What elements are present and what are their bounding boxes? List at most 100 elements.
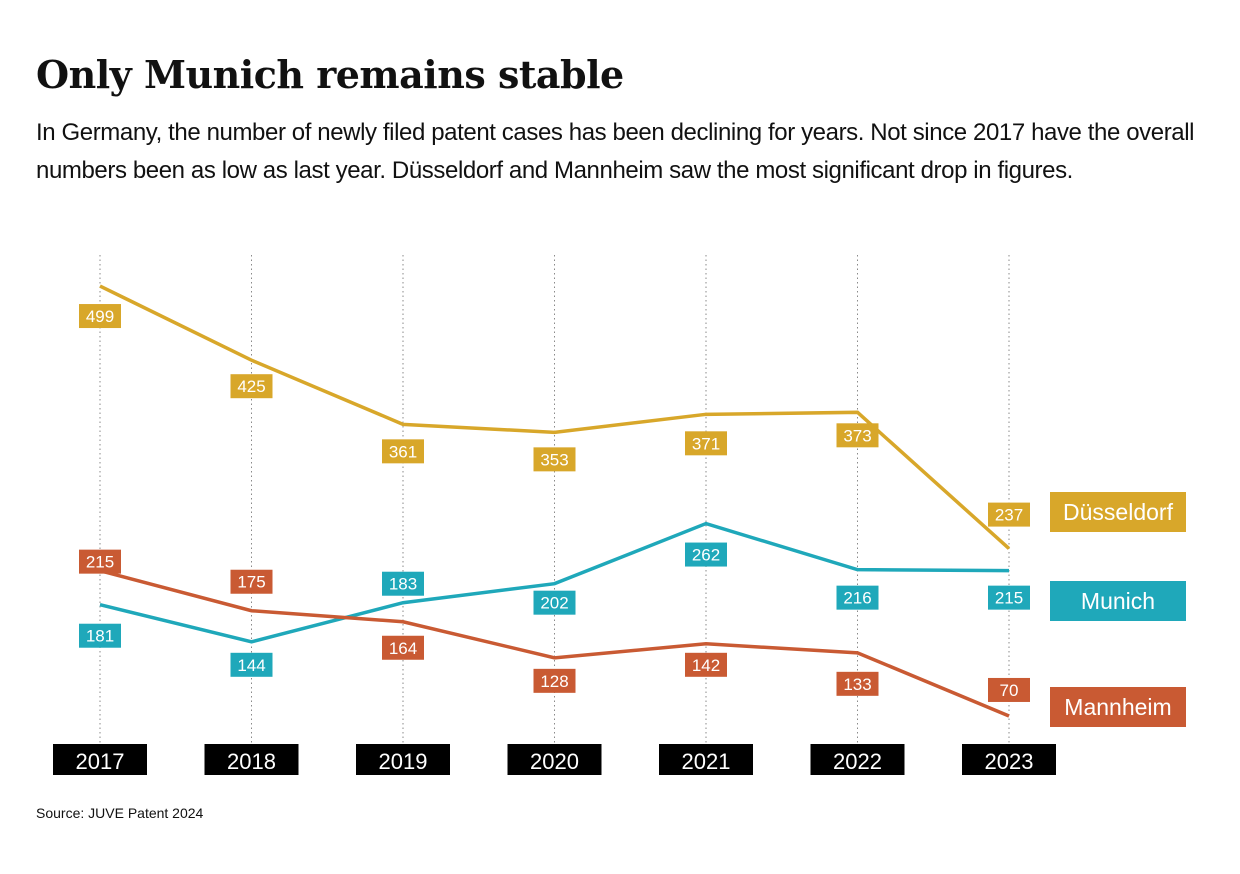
- x-tick-2021: 2021: [659, 744, 753, 775]
- data-label-box: [79, 623, 121, 648]
- data-label-box: [382, 571, 424, 596]
- legend-item-mannheim: Mannheim: [1050, 687, 1186, 727]
- x-tick-box: [204, 744, 299, 775]
- data-label-text: 215: [995, 589, 1023, 608]
- x-tick-label: 2021: [682, 749, 731, 774]
- data-label-dusseldorf-2018: 425: [230, 374, 273, 399]
- data-label-text: 144: [237, 656, 265, 675]
- data-label-text: 128: [540, 672, 568, 691]
- data-label-box: [382, 635, 424, 660]
- data-label-mannheim-2022: 133: [836, 671, 879, 696]
- data-label-box: [230, 569, 273, 594]
- series-lines: [99, 284, 1011, 718]
- data-label-mannheim-2019: 164: [382, 635, 424, 660]
- chart-title: Only Munich remains stable: [36, 52, 624, 97]
- chart-subtitle: In Germany, the number of newly filed pa…: [36, 119, 1195, 184]
- x-tick-box: [962, 744, 1056, 775]
- data-label-box: [836, 585, 879, 610]
- data-label-dusseldorf-2023: 237: [988, 502, 1030, 527]
- data-label-text: 353: [540, 450, 568, 469]
- data-label-box: [988, 502, 1030, 527]
- x-tick-label: 2018: [227, 749, 276, 774]
- x-tick-box: [659, 744, 753, 775]
- legend-swatch: [1050, 687, 1186, 727]
- data-label-munich-2023: 215: [988, 585, 1030, 610]
- data-label-text: 142: [692, 656, 720, 675]
- data-label-text: 133: [843, 675, 871, 694]
- data-label-box: [533, 447, 576, 472]
- data-label-text: 371: [692, 434, 720, 453]
- data-label-box: [382, 439, 424, 464]
- data-label-box: [836, 671, 879, 696]
- data-label-box: [533, 668, 576, 693]
- data-label-munich-2022: 216: [836, 585, 879, 610]
- data-label-text: 164: [389, 639, 417, 658]
- x-tick-2022: 2022: [810, 744, 905, 775]
- data-labels: 499 425 361 353 371 373 237 181 144 183 202 262 216 2…: [79, 304, 1030, 702]
- data-label-text: 425: [237, 377, 265, 396]
- data-label-text: 175: [237, 573, 265, 592]
- data-label-text: 216: [843, 589, 871, 608]
- legend-item-munich: Munich: [1050, 581, 1186, 621]
- legend-swatch: [1050, 581, 1186, 621]
- data-label-box: [79, 304, 121, 329]
- data-label-box: [533, 590, 576, 615]
- series-line-dusseldorf: [99, 284, 1011, 550]
- legend-item-dusseldorf: Düsseldorf: [1050, 492, 1186, 532]
- data-label-text: 373: [843, 426, 871, 445]
- data-label-mannheim-2023: 70: [988, 677, 1030, 702]
- x-tick-2017: 2017: [53, 744, 147, 775]
- data-label-box: [685, 431, 727, 456]
- data-label-mannheim-2020: 128: [533, 668, 576, 693]
- x-tick-box: [53, 744, 147, 775]
- data-label-box: [988, 585, 1030, 610]
- x-tick-2019: 2019: [356, 744, 450, 775]
- data-label-text: 237: [995, 506, 1023, 525]
- data-label-munich-2019: 183: [382, 571, 424, 596]
- x-tick-box: [810, 744, 905, 775]
- data-label-text: 262: [692, 546, 720, 565]
- data-label-box: [836, 423, 879, 448]
- data-label-box: [79, 549, 121, 574]
- x-tick-label: 2020: [530, 749, 579, 774]
- legend-label: Düsseldorf: [1063, 499, 1174, 525]
- data-label-mannheim-2018: 175: [230, 569, 273, 594]
- data-label-box: [988, 677, 1030, 702]
- series-line-munich: [99, 521, 1010, 644]
- data-label-dusseldorf-2022: 373: [836, 423, 879, 448]
- legend-swatch: [1050, 492, 1186, 532]
- x-tick-label: 2017: [76, 749, 125, 774]
- data-label-munich-2020: 202: [533, 590, 576, 615]
- data-label-text: 361: [389, 442, 417, 461]
- data-label-box: [685, 542, 727, 567]
- data-label-text: 215: [86, 553, 114, 572]
- x-tick-label: 2023: [985, 749, 1034, 774]
- data-label-mannheim-2017: 215: [79, 549, 121, 574]
- x-tick-box: [356, 744, 450, 775]
- data-label-munich-2018: 144: [230, 652, 273, 677]
- data-label-munich-2017: 181: [79, 623, 121, 648]
- x-tick-2020: 2020: [507, 744, 602, 775]
- data-label-text: 183: [389, 575, 417, 594]
- data-label-box: [230, 374, 273, 399]
- x-axis: 2017 2018 2019 2020 2021 2022 2023: [53, 744, 1056, 775]
- data-label-dusseldorf-2017: 499: [79, 304, 121, 329]
- series-line-mannheim: [99, 568, 1010, 718]
- data-label-dusseldorf-2019: 361: [382, 439, 424, 464]
- x-tick-2018: 2018: [204, 744, 299, 775]
- data-label-mannheim-2021: 142: [685, 652, 727, 677]
- legend: Düsseldorf Munich Mannheim: [1050, 492, 1186, 727]
- x-tick-box: [507, 744, 602, 775]
- x-tick-label: 2022: [833, 749, 882, 774]
- data-label-dusseldorf-2021: 371: [685, 431, 727, 456]
- legend-label: Munich: [1081, 588, 1155, 614]
- x-tick-2023: 2023: [962, 744, 1056, 775]
- data-label-text: 181: [86, 627, 114, 646]
- data-label-text: 499: [86, 307, 114, 326]
- data-label-munich-2021: 262: [685, 542, 727, 567]
- data-label-text: 70: [1000, 681, 1019, 700]
- data-label-text: 202: [540, 594, 568, 613]
- data-label-box: [685, 652, 727, 677]
- data-label-box: [230, 652, 273, 677]
